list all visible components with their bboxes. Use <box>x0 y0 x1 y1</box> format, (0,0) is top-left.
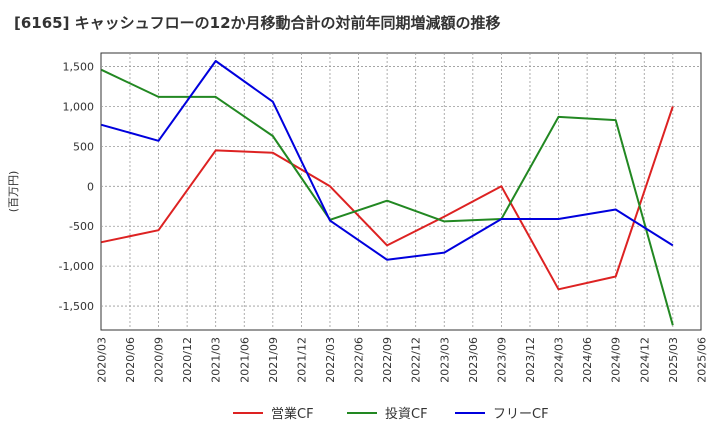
x-tick-label: 2023/03 <box>438 337 451 383</box>
y-tick-label: -500 <box>69 220 94 233</box>
x-tick-label: 2024/06 <box>581 337 594 383</box>
x-tick-label: 2021/12 <box>295 337 308 383</box>
x-tick-label: 2020/12 <box>181 337 194 383</box>
chart-title: [6165] キャッシュフローの12か月移動合計の対前年同期増減額の推移 <box>14 14 501 32</box>
x-tick-label: 2020/09 <box>153 337 166 383</box>
y-tick-label: 0 <box>87 180 94 193</box>
x-tick-label: 2022/09 <box>381 337 394 383</box>
x-tick-label: 2023/12 <box>524 337 537 383</box>
x-tick-label: 2025/03 <box>667 337 680 383</box>
y-tick-label: -1,000 <box>59 260 94 273</box>
x-tick-label: 2024/12 <box>638 337 651 383</box>
x-tick-label: 2024/03 <box>553 337 566 383</box>
series-line-2 <box>100 68 674 326</box>
x-tick-label: 2022/06 <box>353 337 366 383</box>
x-tick-label: 2021/06 <box>238 337 251 383</box>
legend-label: フリーCF <box>493 407 549 422</box>
y-tick-label: 1,500 <box>63 61 95 74</box>
x-tick-label: 2022/03 <box>324 337 337 383</box>
x-tick-label: 2025/06 <box>695 337 708 383</box>
y-tick-label: 500 <box>73 140 94 153</box>
y-tick-label: 1,000 <box>63 100 95 113</box>
x-tick-label: 2024/09 <box>610 337 623 383</box>
series-line-3 <box>101 60 674 261</box>
legend-label: 営業CF <box>271 406 314 422</box>
plot-area <box>100 52 702 331</box>
x-tick-label: 2020/06 <box>124 337 137 383</box>
x-tick-label: 2023/06 <box>467 337 480 383</box>
x-tick-label: 2021/03 <box>210 337 223 383</box>
y-tick-label: -1,500 <box>59 300 94 313</box>
legend-label: 投資CF <box>385 406 428 422</box>
x-tick-label: 2021/09 <box>267 337 280 383</box>
y-axis-label: (百万円) <box>7 171 20 213</box>
x-tick-label: 2022/12 <box>410 337 423 383</box>
series-line-1 <box>101 106 674 291</box>
x-tick-label: 2023/09 <box>495 337 508 383</box>
x-tick-label: 2020/03 <box>95 337 108 383</box>
